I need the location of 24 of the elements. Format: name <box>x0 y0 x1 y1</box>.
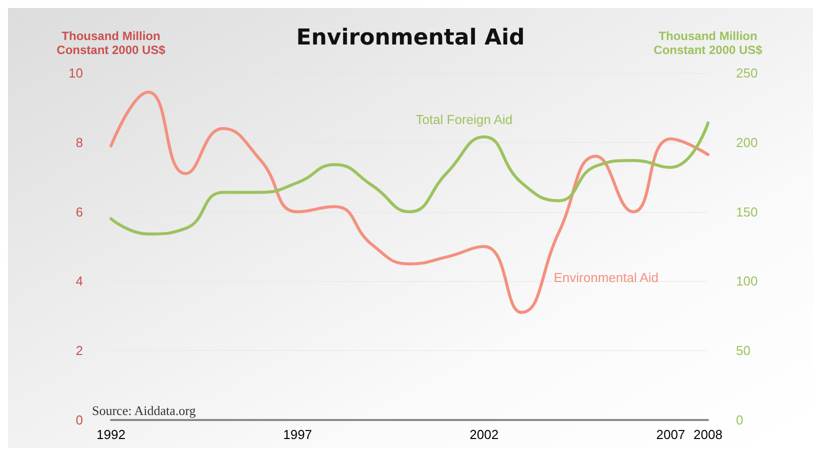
y2-tick-label: 200 <box>736 134 758 150</box>
series-label: Environmental Aid <box>554 270 659 286</box>
x-tick-label: 1992 <box>96 427 126 442</box>
x-tick-label: 1997 <box>283 427 312 442</box>
y2-axis-title: Thousand Million Constant 2000 US$ <box>654 29 763 57</box>
y2-tick-label: 0 <box>736 412 744 428</box>
y-tick-label: 10 <box>68 66 83 80</box>
y2-tick-label: 150 <box>736 204 758 220</box>
y2-tick-label: 50 <box>736 343 750 358</box>
y-axis-title: Thousand Million Constant 2000 US$ <box>56 29 166 57</box>
y-tick-label: 8 <box>76 134 83 150</box>
y-tick-label: 4 <box>76 274 83 289</box>
x-tick-label: 2002 <box>470 427 499 442</box>
x-tick-label: 2008 <box>694 427 722 442</box>
series-label: Total Foreign Aid <box>416 112 513 127</box>
y-tick-label: 0 <box>76 412 83 428</box>
y2-tick-label: 100 <box>736 274 758 289</box>
annotation: Source: Aiddata.org <box>92 403 196 418</box>
x-tick-label: 2007 <box>656 427 686 442</box>
y2-tick-label: 250 <box>736 66 758 80</box>
y-tick-label: 6 <box>76 204 83 220</box>
line-series <box>110 90 710 314</box>
y-tick-label: 2 <box>76 343 83 358</box>
chart-title: Environmental Aid <box>296 26 525 50</box>
